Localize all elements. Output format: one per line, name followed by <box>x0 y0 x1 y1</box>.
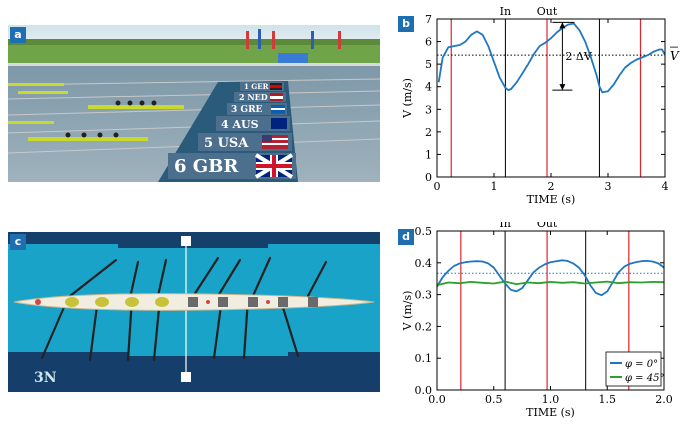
x-tick-label-4: 2.0 <box>655 393 673 406</box>
y-axis-label: V (m/s) <box>401 291 414 332</box>
mean-label: V <box>670 49 680 63</box>
delta-v-label: 2 ΔV <box>565 50 592 63</box>
panel-label-a: a <box>10 27 26 43</box>
race-photo-art: 1 GER 2 NED 3 GRE 4 AUS 5 USA 6 GBR <box>8 25 380 182</box>
legend-label-1: φ = 45° <box>625 373 664 384</box>
delta-v-arrow-head-top <box>559 22 566 29</box>
x-tick-label-1: 1 <box>491 180 498 193</box>
y-tick-label-7: 7 <box>425 13 432 26</box>
y-tick-label-4: 0.4 <box>415 257 433 270</box>
x-tick-label-4: 4 <box>662 180 669 193</box>
y-tick-label-6: 6 <box>425 36 432 49</box>
y-tick-label-5: 5 <box>425 58 432 71</box>
series-line-0 <box>436 259 665 297</box>
boat-photo-marks: 3N <box>34 370 57 386</box>
x-axis-label: TIME (s) <box>526 406 575 419</box>
chart-b: V 2 ΔV 0 1 2 3 4 0 1 2 3 4 5 6 7 TIME (s) V (m/s) In Out <box>401 5 680 206</box>
panel-label-b: b <box>398 16 414 32</box>
lane-plate-2: 2 NED <box>239 92 268 102</box>
x-tick-label-2: 1.0 <box>542 393 560 406</box>
y-axis-label: V (m/s) <box>401 78 414 119</box>
legend-box <box>605 351 662 387</box>
x-tick-label-2: 2 <box>548 180 555 193</box>
x-tick-label-3: 3 <box>605 180 612 193</box>
x-tick-label-0: 0.0 <box>428 393 446 406</box>
x-tick-label-3: 1.5 <box>599 393 617 406</box>
flag-icons <box>254 83 294 179</box>
lane-plate-5: 5 USA <box>204 136 249 151</box>
x-tick-label-0: 0 <box>434 180 441 193</box>
panel-label-d: d <box>398 229 414 245</box>
series-line-0 <box>437 22 666 94</box>
y-tick-label-2: 2 <box>425 126 432 139</box>
chart-d: 0.0 0.5 1.0 1.5 2.0 0.0 0.1 0.2 0.3 0.4 0.5 TIME (s… <box>401 222 673 419</box>
legend-label-0: φ = 0° <box>625 359 658 370</box>
x-axis-label: TIME (s) <box>527 193 576 206</box>
y-tick-label-0: 0 <box>425 171 432 184</box>
y-tick-label-4: 4 <box>425 81 432 94</box>
boat-photo-art: 3N <box>8 232 380 392</box>
phase-label-out: Out <box>537 5 558 18</box>
y-tick-label-3: 3 <box>425 103 432 116</box>
y-tick-label-1: 1 <box>425 148 432 161</box>
y-tick-label-1: 0.1 <box>415 352 433 365</box>
race-photo: 1 GER 2 NED 3 GRE 4 AUS 5 USA 6 GBR <box>8 25 380 182</box>
lane-plate-3: 3 GRE <box>231 105 263 115</box>
y-tick-label-2: 0.2 <box>415 320 433 333</box>
lane-plate-6: 6 GBR <box>174 156 239 177</box>
lane-plate-4: 4 AUS <box>221 118 259 131</box>
phase-label-out: Out <box>537 222 558 230</box>
series-line-1 <box>436 280 665 286</box>
y-tick-label-0: 0.0 <box>415 384 433 397</box>
y-tick-label-5: 0.5 <box>415 225 433 238</box>
lane-plate-1: 1 GER <box>244 82 269 91</box>
x-tick-label-1: 0.5 <box>485 393 503 406</box>
delta-v-arrow-head-bottom <box>559 84 566 91</box>
y-tick-label-3: 0.3 <box>415 289 433 302</box>
panel-label-c: c <box>10 234 26 250</box>
plot-frame <box>436 18 666 178</box>
phase-label-in: In <box>500 5 511 18</box>
boat-photo: 3N <box>8 232 380 392</box>
phase-label-in: In <box>499 222 510 230</box>
